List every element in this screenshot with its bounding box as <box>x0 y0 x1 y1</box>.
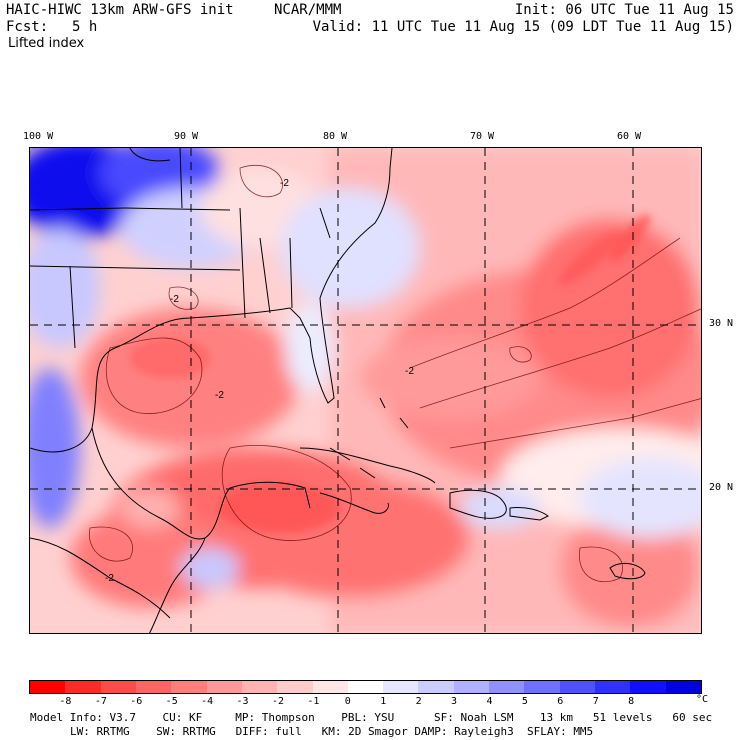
valid-time: Valid: 11 UTC Tue 11 Aug 15 (09 LDT Tue … <box>312 19 734 35</box>
forecast-hour: 5 h <box>72 19 98 35</box>
colorbar-swatch <box>277 681 313 693</box>
colorbar-swatch <box>206 681 242 693</box>
contour-label: -2 <box>105 573 114 584</box>
lifted-index-map: -2 -2 -2 -2 -2 <box>29 147 702 634</box>
contour-label: -2 <box>280 178 289 189</box>
lat-label-30n: 30 N <box>709 318 734 329</box>
lon-label-70w: 70 W <box>470 131 495 142</box>
map-canvas: -2 -2 -2 -2 -2 <box>30 148 701 633</box>
colorbar-tick-label: 4 <box>486 696 493 707</box>
colorbar-tick-label: -2 <box>271 696 284 707</box>
model-title: HAIC-HIWC 13km ARW-GFS init <box>6 2 234 18</box>
colorbar-swatch <box>559 681 595 693</box>
org-label: NCAR/MMM <box>274 2 342 18</box>
colorbar-tick-label: -1 <box>307 696 320 707</box>
contour-label: -2 <box>170 294 179 305</box>
colorbar-tick-label: -3 <box>236 696 249 707</box>
colorbar-swatch <box>665 681 701 693</box>
colorbar-swatch <box>524 681 560 693</box>
shaded-field <box>30 148 701 633</box>
colorbar-tick-label: 2 <box>415 696 422 707</box>
colorbar-tick-label: 3 <box>451 696 458 707</box>
lon-label-80w: 80 W <box>323 131 348 142</box>
field-name: Lifted index <box>8 36 85 51</box>
colorbar-tick-label: -8 <box>59 696 72 707</box>
colorbar-swatch <box>453 681 490 693</box>
colorbar-tick-label: -4 <box>201 696 214 707</box>
colorbar-tick-label: -7 <box>94 696 107 707</box>
lon-label-100w: 100 W <box>23 131 54 142</box>
coastlines <box>30 148 646 633</box>
colorbar-swatch <box>30 681 66 693</box>
colorbar-tick-label: 1 <box>380 696 387 707</box>
colorbar-swatch <box>383 681 419 693</box>
colorbar-swatch <box>630 681 666 693</box>
lat-label-20n: 20 N <box>709 482 734 493</box>
colorbar-tick-label: 6 <box>557 696 564 707</box>
colorbar-swatch <box>347 681 384 693</box>
colorbar-tick-label: 8 <box>628 696 635 707</box>
colorbar-swatch <box>100 681 136 693</box>
colorbar-swatch <box>595 681 631 693</box>
contour-label-group: -2 -2 -2 -2 -2 <box>105 178 414 584</box>
forecast-label: Fcst: <box>6 19 49 35</box>
contour-lines <box>88 164 701 583</box>
graticule <box>30 148 701 633</box>
colorbar-tick-label: 0 <box>344 696 351 707</box>
colorbar-swatch <box>418 681 454 693</box>
colorbar-swatch <box>241 681 278 693</box>
contour-label: -2 <box>215 390 224 401</box>
colorbar-swatch <box>171 681 207 693</box>
colorbar-swatch <box>65 681 101 693</box>
colorbar-tick-label: 7 <box>592 696 599 707</box>
colorbar-swatch <box>135 681 172 693</box>
colorbar-tick-label: -5 <box>165 696 178 707</box>
colorbar-tick-label: 5 <box>521 696 528 707</box>
speckle-field <box>130 214 651 533</box>
contour-label: -2 <box>405 366 414 377</box>
lon-label-60w: 60 W <box>617 131 642 142</box>
init-time: Init: 06 UTC Tue 11 Aug 15 <box>514 2 734 18</box>
colorbar-tick-label: -6 <box>130 696 143 707</box>
lon-label-90w: 90 W <box>174 131 199 142</box>
colorbar-swatch <box>489 681 525 693</box>
colorbar <box>29 680 702 694</box>
colorbar-unit: °C <box>696 694 709 705</box>
colorbar-swatch <box>312 681 348 693</box>
model-info-line2: LW: RRTMG SW: RRTMG DIFF: full KM: 2D Sm… <box>70 725 594 738</box>
model-info-line1: Model Info: V3.7 CU: KF MP: Thompson PBL… <box>30 711 713 724</box>
